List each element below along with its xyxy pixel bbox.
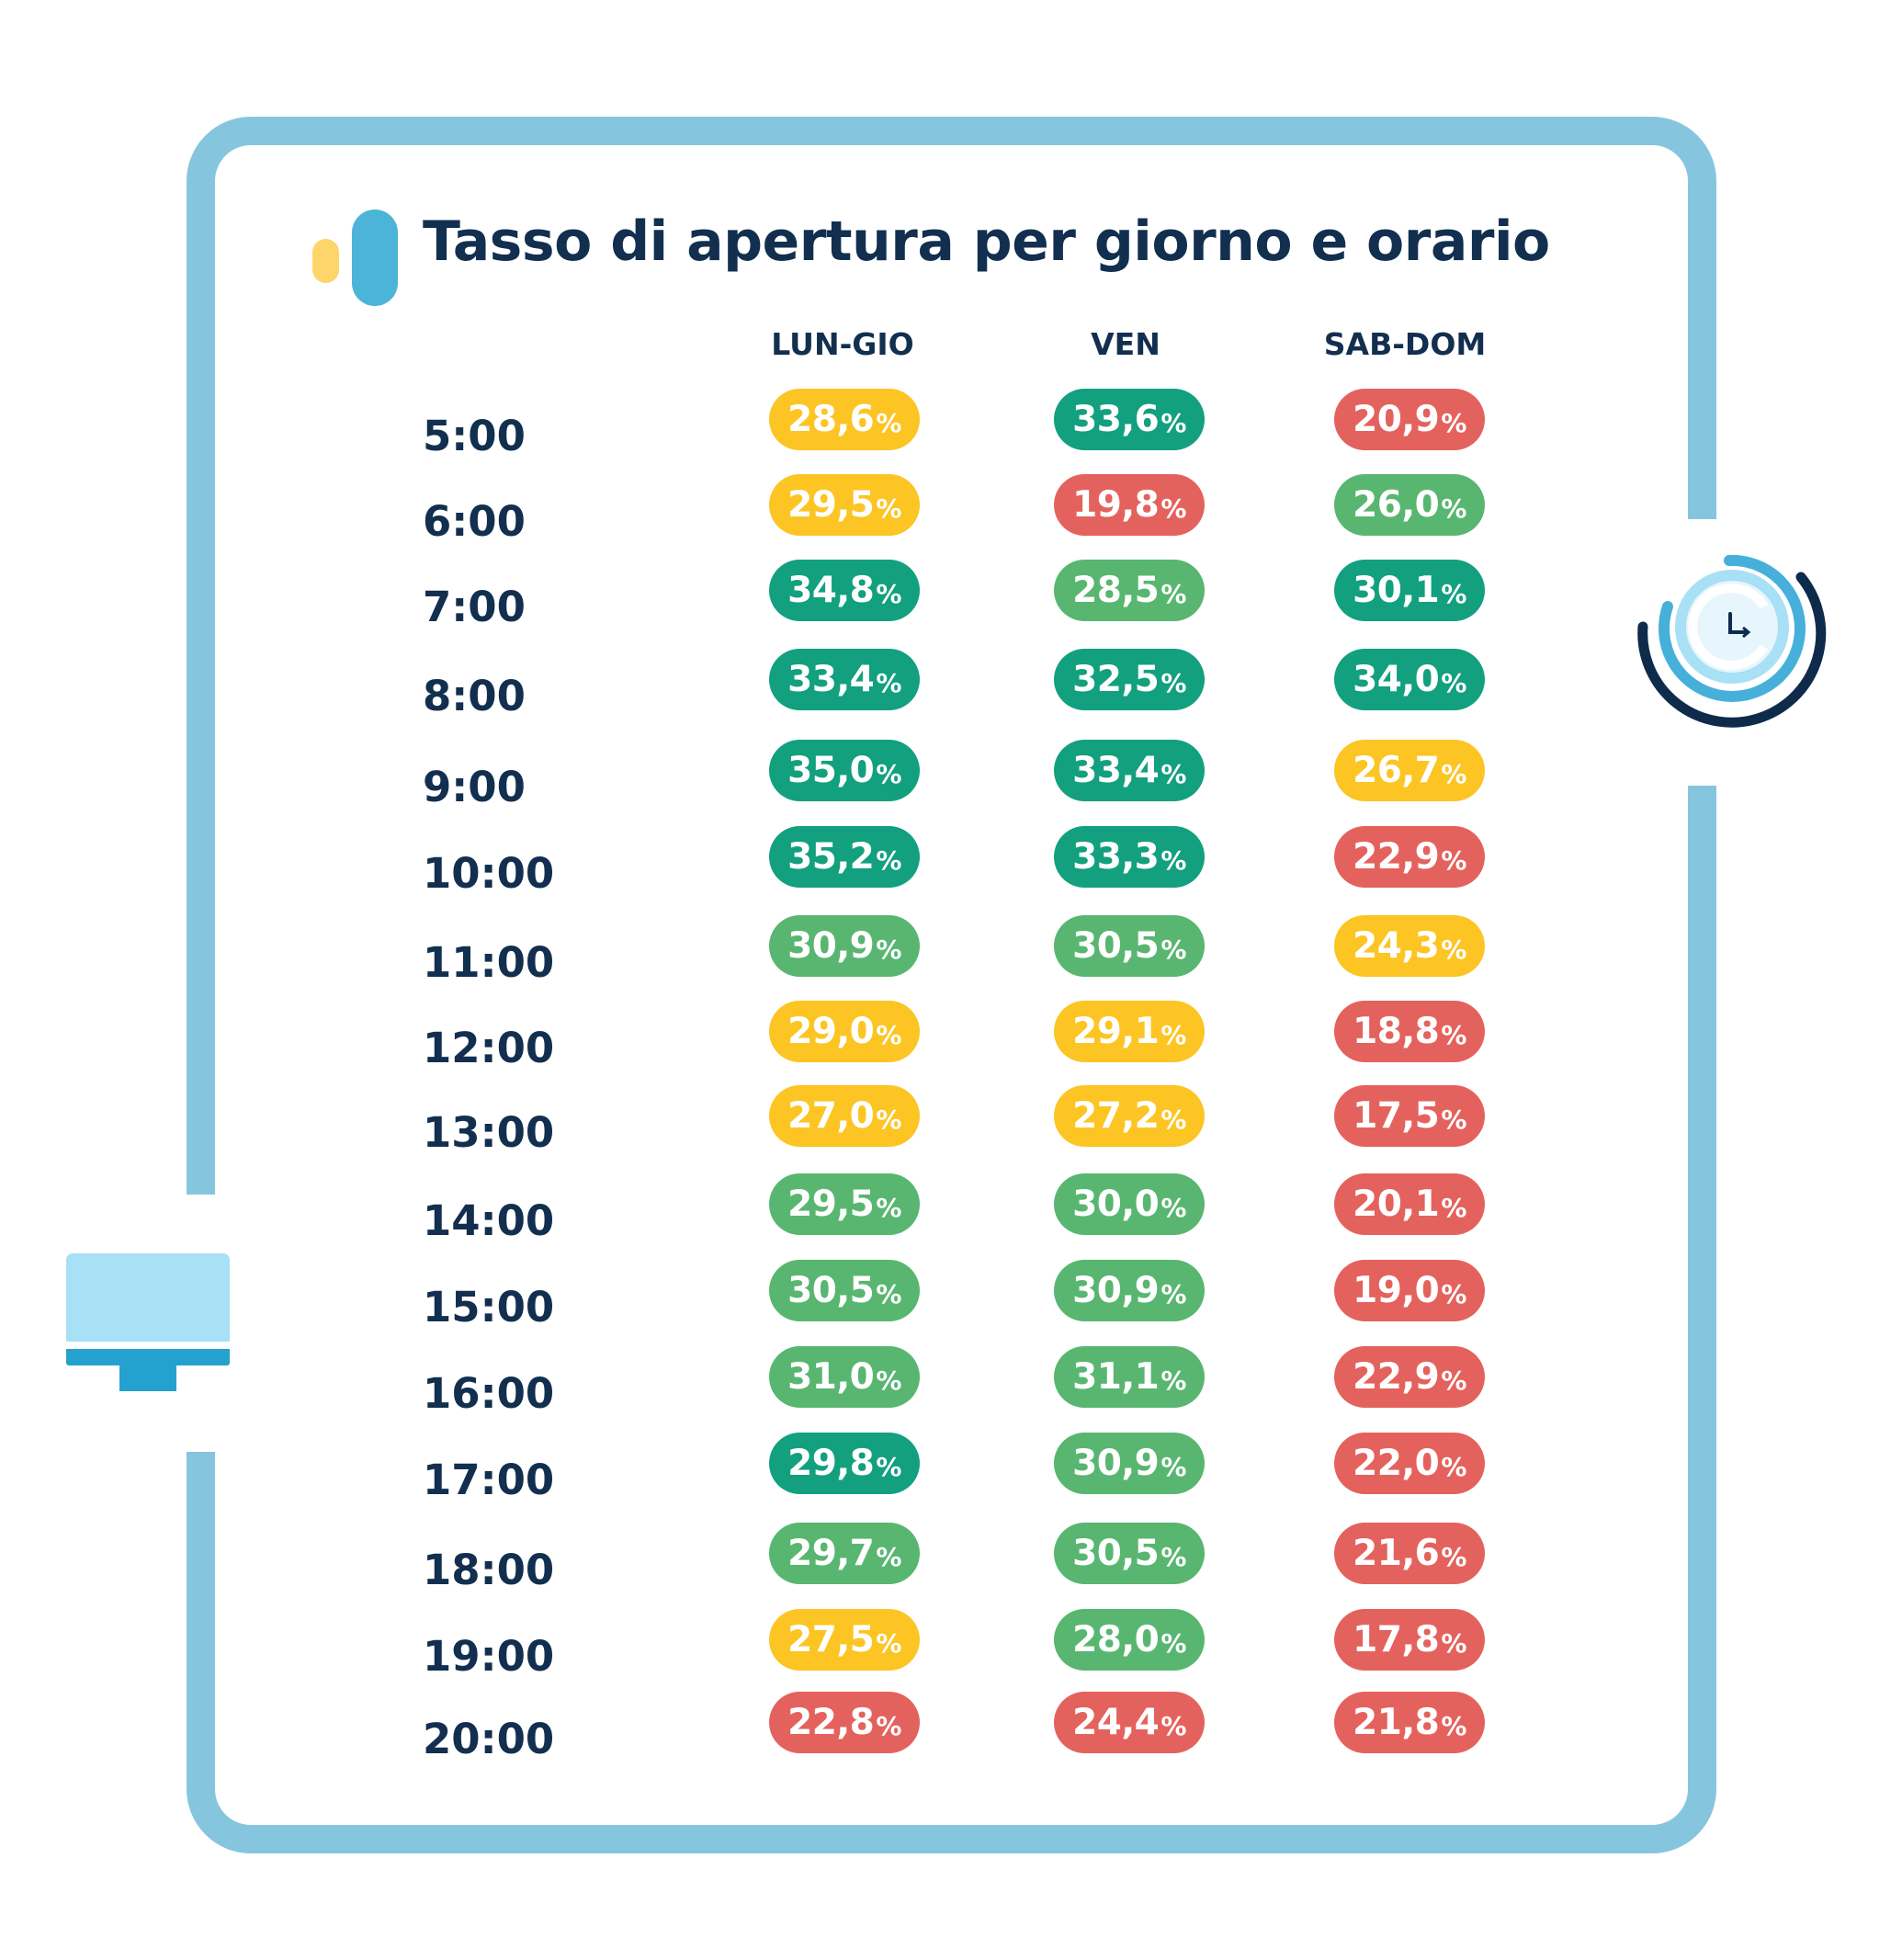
- row-time-label: 10:00: [423, 849, 555, 898]
- value-pill-sab-dom: 18,8%: [1334, 1001, 1485, 1062]
- value-pill-lun-gio: 33,4%: [769, 649, 920, 710]
- value-pill-ven: 27,2%: [1054, 1085, 1205, 1147]
- value-pill-lun-gio: 29,8%: [769, 1433, 920, 1494]
- value-pill-ven: 24,4%: [1054, 1692, 1205, 1753]
- value-pill-sab-dom: 21,6%: [1334, 1523, 1485, 1584]
- value-pill-lun-gio: 22,8%: [769, 1692, 920, 1753]
- value-pill-ven: 30,9%: [1054, 1433, 1205, 1494]
- row-time-label: 13:00: [423, 1108, 555, 1157]
- value-pill-ven: 19,8%: [1054, 474, 1205, 536]
- column-header-sab-dom: SAB-DOM: [1323, 326, 1487, 362]
- column-header-ven: VEN: [1091, 326, 1160, 362]
- value-pill-ven: 33,4%: [1054, 740, 1205, 801]
- value-pill-ven: 31,1%: [1054, 1346, 1205, 1408]
- logo-bar-yellow: [312, 239, 339, 283]
- row-time-label: 12:00: [423, 1024, 555, 1072]
- value-pill-ven: 30,5%: [1054, 1523, 1205, 1584]
- row-time-label: 19:00: [423, 1632, 555, 1681]
- value-pill-sab-dom: 26,7%: [1334, 740, 1485, 801]
- card-frame: [187, 117, 1716, 1853]
- value-pill-lun-gio: 34,8%: [769, 560, 920, 621]
- row-time-label: 11:00: [423, 938, 555, 987]
- value-pill-lun-gio: 35,2%: [769, 826, 920, 888]
- value-pill-lun-gio: 30,5%: [769, 1260, 920, 1321]
- page-title: Tasso di apertura per giorno e orario: [423, 210, 1550, 274]
- monitor-icon: [66, 1253, 230, 1391]
- value-pill-sab-dom: 34,0%: [1334, 649, 1485, 710]
- value-pill-ven: 28,0%: [1054, 1609, 1205, 1671]
- value-pill-sab-dom: 30,1%: [1334, 560, 1485, 621]
- value-pill-sab-dom: 21,8%: [1334, 1692, 1485, 1753]
- value-pill-lun-gio: 28,6%: [769, 389, 920, 450]
- row-time-label: 5:00: [423, 412, 526, 460]
- value-pill-sab-dom: 17,5%: [1334, 1085, 1485, 1147]
- value-pill-lun-gio: 27,5%: [769, 1609, 920, 1671]
- clock-icon: [1637, 554, 1827, 728]
- value-pill-lun-gio: 29,0%: [769, 1001, 920, 1062]
- row-time-label: 15:00: [423, 1283, 555, 1331]
- value-pill-lun-gio: 29,5%: [769, 474, 920, 536]
- value-pill-ven: 28,5%: [1054, 560, 1205, 621]
- column-header-lun-gio: LUN-GIO: [771, 326, 914, 362]
- value-pill-lun-gio: 27,0%: [769, 1085, 920, 1147]
- row-time-label: 16:00: [423, 1369, 555, 1418]
- value-pill-ven: 30,9%: [1054, 1260, 1205, 1321]
- row-time-label: 7:00: [423, 583, 526, 631]
- row-time-label: 9:00: [423, 763, 526, 811]
- value-pill-ven: 33,6%: [1054, 389, 1205, 450]
- value-pill-ven: 29,1%: [1054, 1001, 1205, 1062]
- value-pill-ven: 30,5%: [1054, 915, 1205, 977]
- value-pill-ven: 33,3%: [1054, 826, 1205, 888]
- logo-bar-blue: [352, 210, 398, 306]
- row-time-label: 6:00: [423, 497, 526, 546]
- value-pill-lun-gio: 35,0%: [769, 740, 920, 801]
- value-pill-ven: 30,0%: [1054, 1173, 1205, 1235]
- row-time-label: 20:00: [423, 1715, 555, 1763]
- value-pill-lun-gio: 29,5%: [769, 1173, 920, 1235]
- value-pill-lun-gio: 30,9%: [769, 915, 920, 977]
- value-pill-sab-dom: 22,0%: [1334, 1433, 1485, 1494]
- row-time-label: 14:00: [423, 1196, 555, 1245]
- value-pill-ven: 32,5%: [1054, 649, 1205, 710]
- row-time-label: 18:00: [423, 1546, 555, 1594]
- row-time-label: 17:00: [423, 1456, 555, 1504]
- value-pill-sab-dom: 22,9%: [1334, 826, 1485, 888]
- value-pill-sab-dom: 26,0%: [1334, 474, 1485, 536]
- row-time-label: 8:00: [423, 672, 526, 720]
- value-pill-sab-dom: 19,0%: [1334, 1260, 1485, 1321]
- value-pill-sab-dom: 24,3%: [1334, 915, 1485, 977]
- value-pill-lun-gio: 31,0%: [769, 1346, 920, 1408]
- value-pill-lun-gio: 29,7%: [769, 1523, 920, 1584]
- value-pill-sab-dom: 17,8%: [1334, 1609, 1485, 1671]
- value-pill-sab-dom: 22,9%: [1334, 1346, 1485, 1408]
- value-pill-sab-dom: 20,9%: [1334, 389, 1485, 450]
- value-pill-sab-dom: 20,1%: [1334, 1173, 1485, 1235]
